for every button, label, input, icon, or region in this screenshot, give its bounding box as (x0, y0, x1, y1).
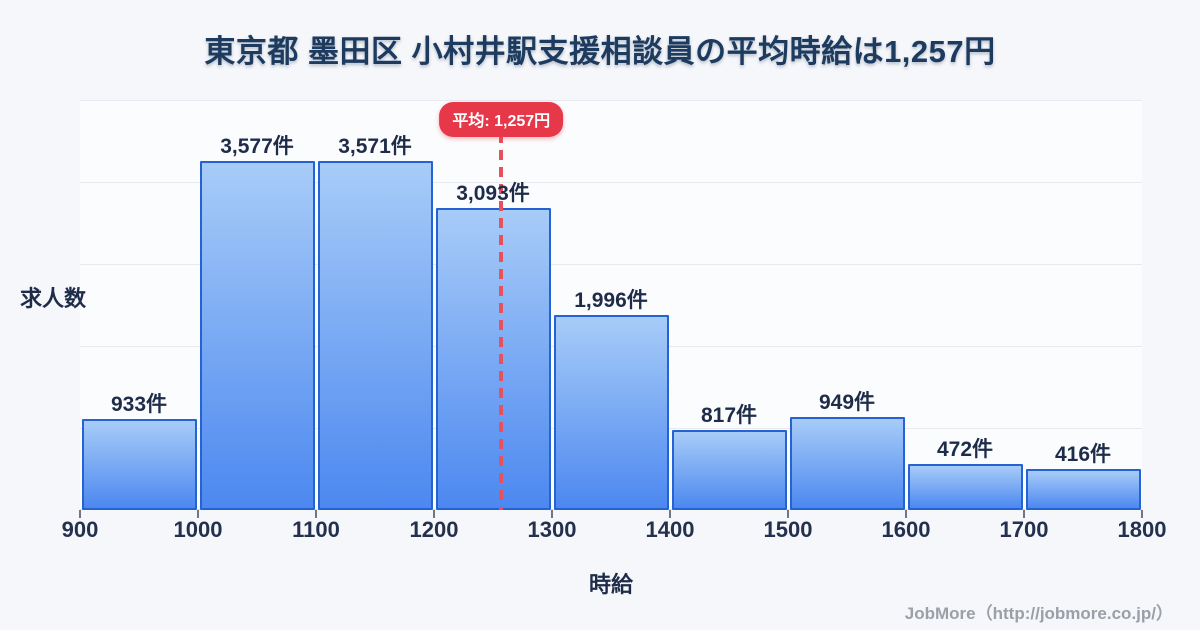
bar-value-label: 949件 (818, 391, 876, 415)
x-axis-tick (197, 510, 199, 518)
y-axis-label: 求人数 (20, 286, 87, 311)
bar-value-label: 817件 (700, 404, 758, 428)
x-axis-tick (79, 510, 81, 518)
x-axis-tick-label: 1300 (527, 517, 577, 542)
bar-value-label: 472件 (936, 437, 994, 461)
plot-area: 933件 3,577件 3,571件 3,093件 1,996件 817件 949件 472件… (62, 100, 1166, 542)
bar-value-label: 933件 (110, 392, 168, 416)
average-badge: 平均: 1,257円 (439, 102, 564, 137)
x-axis-tick (315, 510, 317, 518)
x-axis-tick (787, 510, 789, 518)
histogram-bar (1025, 469, 1141, 510)
histogram-bar (199, 160, 315, 510)
x-axis-label: 時給 (588, 572, 633, 597)
histogram-bar (671, 430, 787, 510)
histogram-bar (553, 315, 669, 510)
x-axis-tick-label: 1600 (881, 517, 931, 542)
gridline (80, 264, 1142, 265)
x-axis-tick-label: 1500 (763, 517, 813, 542)
x-axis-tick-label: 900 (61, 517, 99, 542)
bar-value-label: 3,571件 (338, 135, 412, 159)
gridline (80, 182, 1142, 183)
bar-value-label: 416件 (1054, 443, 1112, 467)
histogram-bar (789, 417, 905, 510)
x-axis-tick (669, 510, 671, 518)
histogram-bar (435, 208, 551, 510)
x-axis-tick-label: 1400 (645, 517, 695, 542)
x-axis-tick-label: 1100 (292, 517, 340, 542)
x-axis-tick (433, 510, 435, 518)
x-axis-tick (1141, 510, 1143, 518)
gridline (80, 100, 1142, 101)
x-axis-tick-label: 1000 (173, 517, 223, 542)
x-axis-tick (905, 510, 907, 518)
bar-value-label: 3,093件 (456, 182, 530, 206)
x-axis-tick (551, 510, 553, 518)
histogram-bar (907, 463, 1023, 510)
x-axis-tick-label: 1800 (1117, 517, 1167, 542)
bar-value-label: 3,577件 (220, 134, 294, 158)
x-axis-tick (1023, 510, 1025, 518)
page-title: 東京都 墨田区 小村井駅支援相談員の平均時給は1,257円 (204, 34, 996, 69)
footer-credit: JobMore（http://jobmore.co.jp/） (904, 604, 1173, 623)
average-line (499, 133, 504, 510)
bar-value-label: 1,996件 (574, 289, 648, 313)
x-axis-tick-label: 1200 (409, 517, 459, 542)
x-axis-tick-label: 1700 (999, 517, 1049, 542)
histogram-bar (81, 418, 197, 510)
histogram-bar (317, 161, 433, 510)
